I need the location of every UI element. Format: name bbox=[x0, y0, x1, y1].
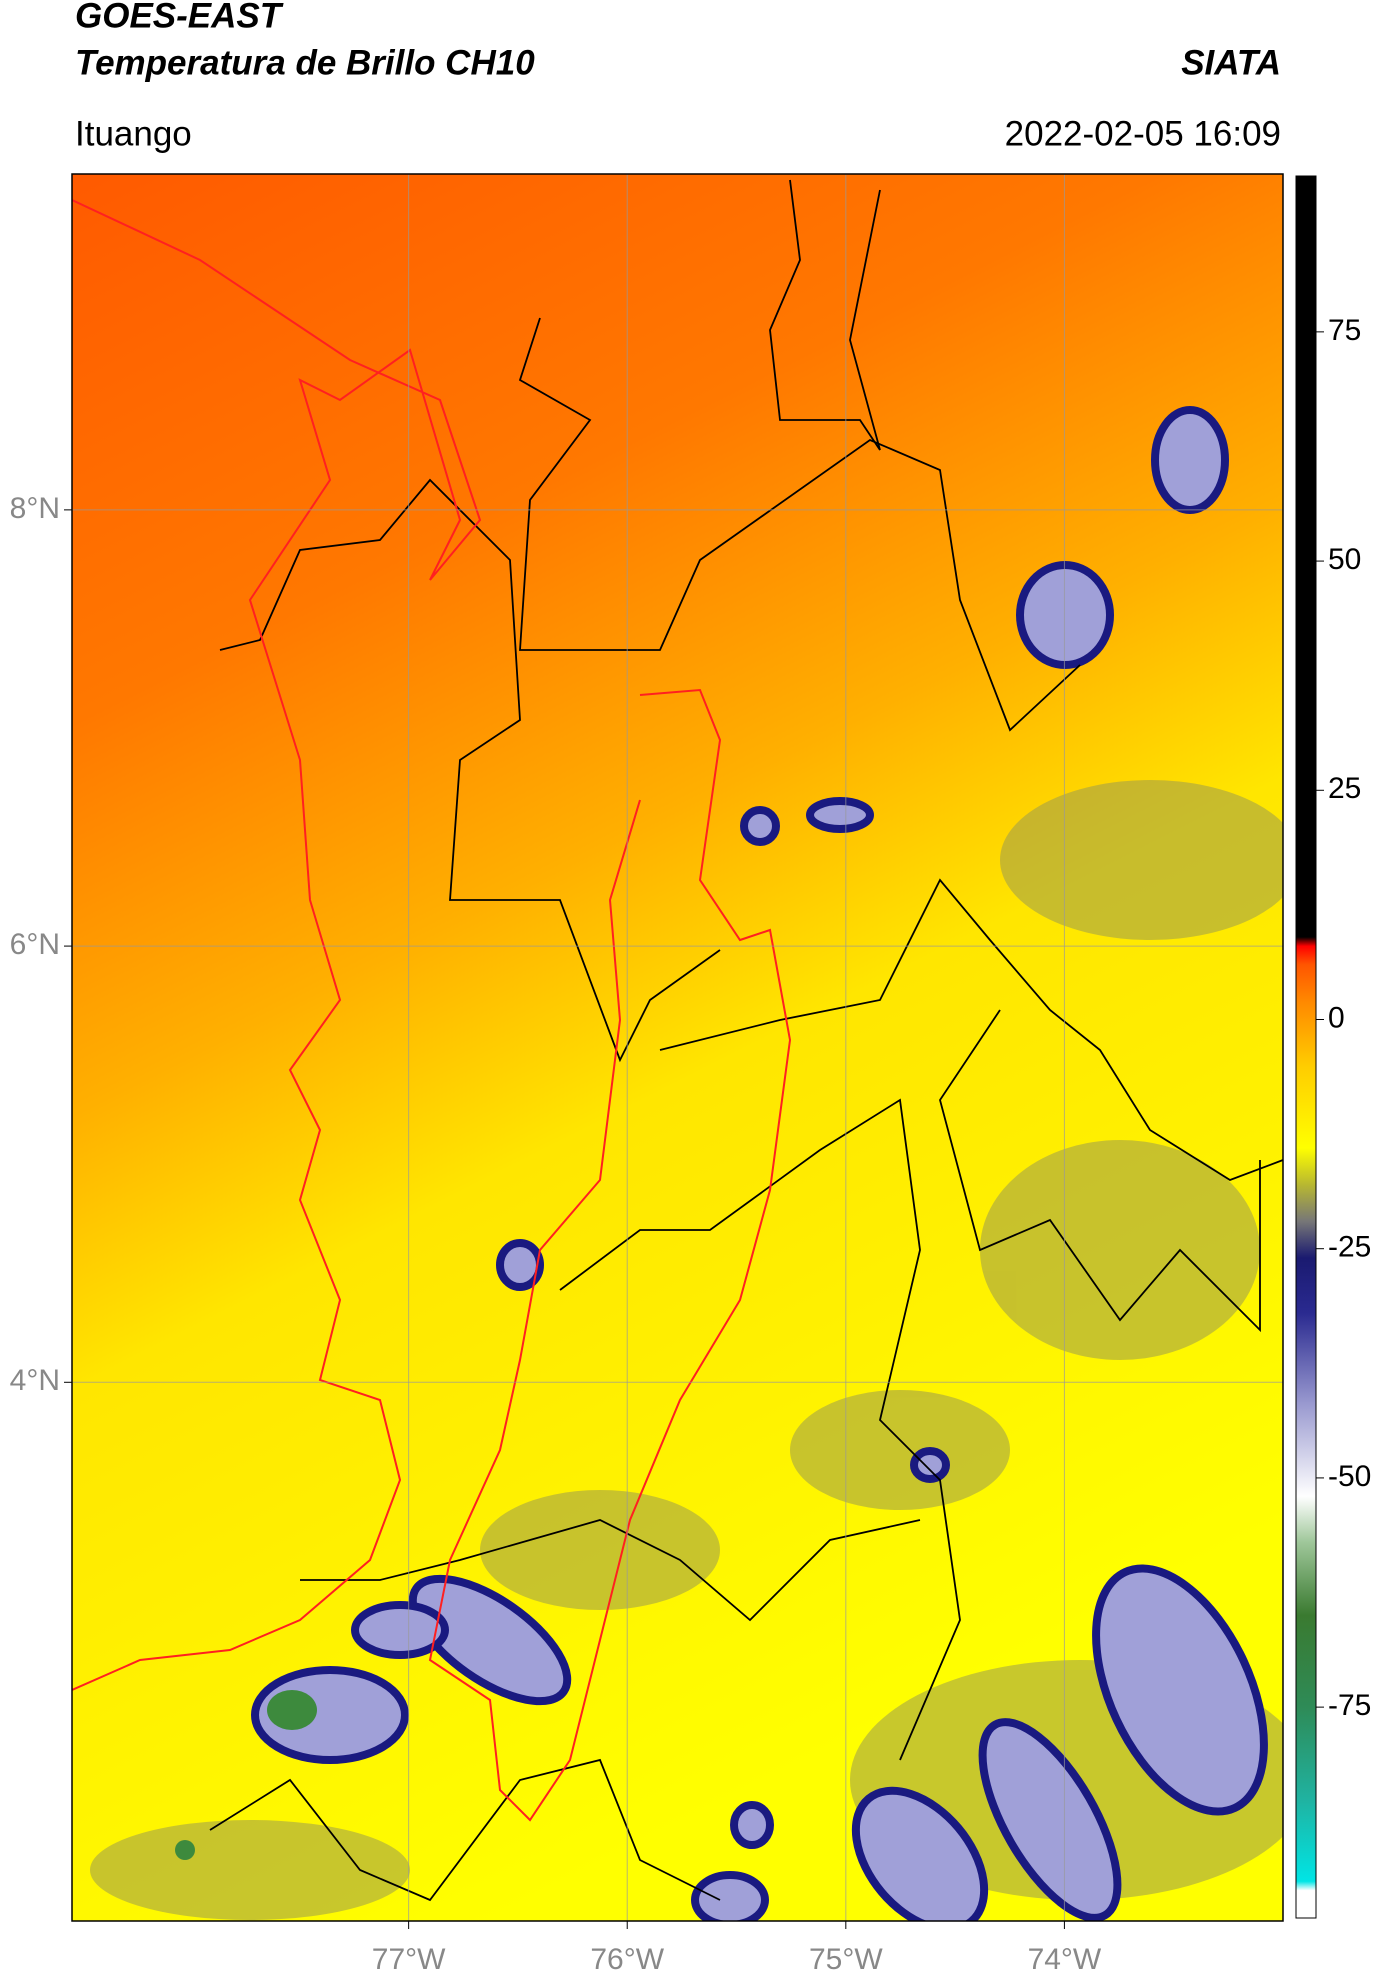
subtitle: Temperatura de Brillo CH10 bbox=[75, 43, 535, 82]
x-tick-label: 74°W bbox=[1028, 1943, 1102, 1976]
title: GOES-EAST bbox=[75, 0, 284, 35]
y-tick-label: 4°N bbox=[10, 1364, 60, 1397]
colorbar-tick-label: 50 bbox=[1328, 543, 1361, 576]
y-tick-label: 8°N bbox=[10, 492, 60, 525]
coastline-and-basin bbox=[72, 199, 792, 1822]
location: Ituango bbox=[75, 114, 192, 153]
graticule bbox=[72, 174, 1283, 1921]
colorbar-tick-label: 0 bbox=[1328, 1001, 1345, 1034]
satellite-image bbox=[72, 174, 1283, 1921]
x-tick-label: 76°W bbox=[590, 1943, 664, 1976]
x-tick-label: 75°W bbox=[809, 1943, 883, 1976]
brand: SIATA bbox=[1181, 43, 1281, 82]
map-frame bbox=[71, 173, 1284, 1922]
colorbar-tick-label: -50 bbox=[1328, 1460, 1371, 1493]
colorbar bbox=[1295, 175, 1317, 1919]
datetime: 2022-02-05 16:09 bbox=[1005, 114, 1281, 153]
y-tick-label: 6°N bbox=[10, 928, 60, 961]
admin-boundaries bbox=[209, 179, 1283, 1902]
colorbar-tick-label: -25 bbox=[1328, 1231, 1371, 1264]
colorbar-tick-label: -75 bbox=[1328, 1689, 1371, 1722]
very-cold-cores bbox=[175, 1690, 317, 1860]
colorbar-tick-label: 75 bbox=[1328, 314, 1361, 347]
colorbar-tick-label: 25 bbox=[1328, 772, 1361, 805]
x-tick-label: 77°W bbox=[372, 1943, 446, 1976]
image-background bbox=[72, 174, 1283, 1921]
